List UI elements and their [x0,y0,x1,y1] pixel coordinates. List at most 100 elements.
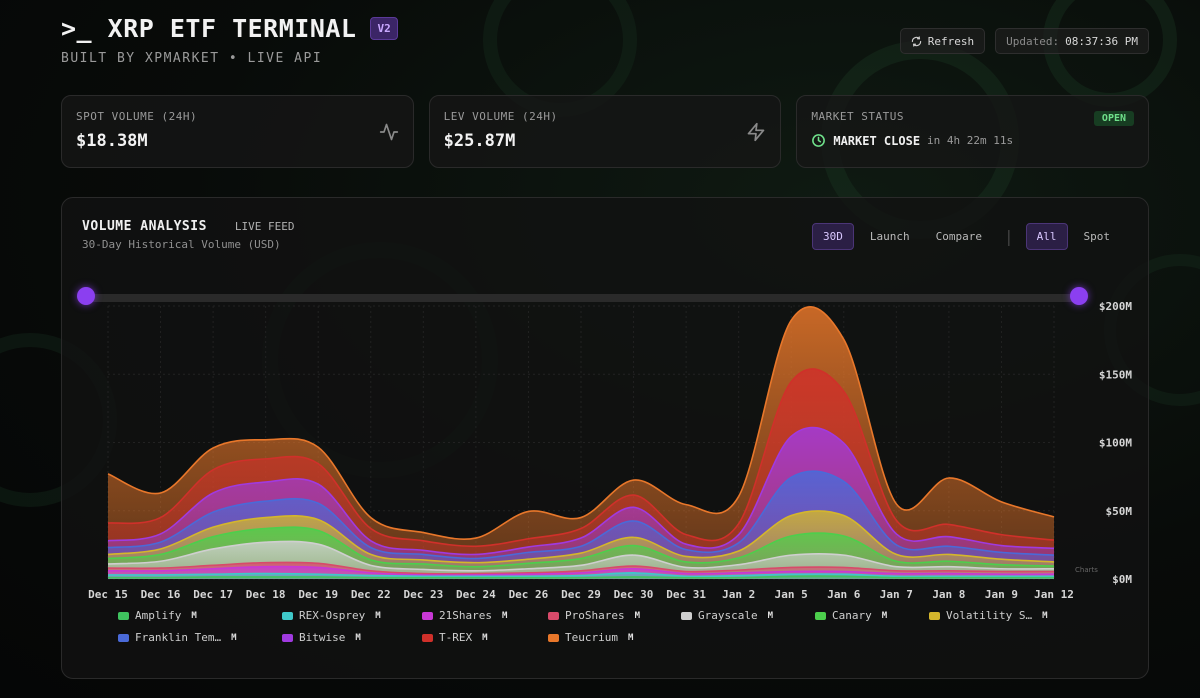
refresh-button[interactable]: Refresh [899,28,986,54]
y-tick-label: $200M [1099,300,1132,313]
updated-time: 08:37:36 PM [1065,34,1138,48]
legend-label: Bitwise [299,631,346,644]
x-tick-label: Dec 26 [509,588,549,601]
legend-unit: M [375,610,381,621]
x-tick-label: Jan 6 [827,588,860,601]
x-tick-label: Dec 23 [403,588,443,601]
legend-swatch [282,611,293,620]
volume-chart: Dec 15 Dec 16 Dec 17 Dec 18 Dec 19 Dec 22 Dec … [88,300,1133,601]
x-tick-label: Dec 31 [666,588,706,601]
spot-volume-card: SPOT VOLUME (24H) $18.38M [61,95,414,168]
legend-item-21shares[interactable]: 21Shares M [422,609,548,622]
legend-item-t-rex[interactable]: T-REX M [422,631,548,644]
app-subtitle: BUILT BY XPMARKET • LIVE API [61,51,323,66]
series-line-volatility-s- [107,510,1055,564]
legend-item-amplify[interactable]: Amplify M [118,609,282,622]
legend-swatch [815,611,826,620]
market-event: MARKET CLOSE [833,133,921,148]
legend-label: Franklin Tem… [135,631,222,644]
refresh-icon [911,35,921,47]
y-tick-label: $150M [1099,368,1132,381]
x-tick-label: Dec 15 [88,588,128,601]
range-slider-start-handle[interactable] [77,287,95,305]
legend-unit: M [482,632,488,643]
x-tick-label: Dec 30 [614,588,654,601]
x-tick-label: Jan 5 [775,588,808,601]
legend-swatch [422,633,433,642]
app-title: >_ XRP ETF TERMINAL [61,14,357,43]
legend-label: Grayscale [698,609,758,622]
updated-prefix: Updated: [1006,34,1060,48]
legend-label: Volatility S… [946,609,1033,622]
legend-unit: M [191,610,197,621]
legend-unit: M [231,632,237,643]
spot-volume-value: $18.38M [76,131,148,151]
legend-item-bitwise[interactable]: Bitwise M [282,631,422,644]
panel-title: VOLUME ANALYSIS [82,219,207,234]
header: >_ XRP ETF TERMINAL V2 BUILT BY XPMARKET… [61,14,398,66]
clock-icon [812,134,826,147]
tab-compare[interactable]: Compare [935,230,982,243]
market-status-label: MARKET STATUS [811,110,904,123]
lev-volume-label: LEV VOLUME (24H) [443,110,558,123]
x-tick-label: Jan 12 [1034,588,1074,601]
x-tick-label: Dec 29 [561,588,601,601]
legend-item-volatility-s-[interactable]: Volatility S… M [929,609,1069,622]
legend-swatch [548,611,559,620]
legend-item-teucrium[interactable]: Teucrium M [548,631,681,644]
legend-unit: M [1042,610,1048,621]
x-tick-label: Dec 16 [141,588,181,601]
x-tick-label: Dec 24 [456,588,496,601]
legend-swatch [548,633,559,642]
market-open-badge: OPEN [1093,111,1135,126]
legend-label: Teucrium [565,631,618,644]
legend-item-canary[interactable]: Canary M [815,609,929,622]
refresh-label: Refresh [927,34,975,48]
spot-volume-label: SPOT VOLUME (24H) [76,110,198,123]
live-feed-label: LIVE FEED [234,220,295,233]
stat-cards: SPOT VOLUME (24H) $18.38M LEV VOLUME (24… [61,95,1150,168]
range-tabs: 30D Launch Compare | All Spot [812,223,1120,250]
legend-item-rex-osprey[interactable]: REX-Osprey M [282,609,422,622]
activity-icon [379,123,398,141]
legend-label: T-REX [439,631,473,644]
panel-subtitle: 30-Day Historical Volume (USD) [82,238,281,251]
series-line-amplify [107,575,1054,579]
legend-label: Canary [832,609,872,622]
legend-swatch [681,611,692,620]
legend-label: Amplify [135,609,182,622]
x-tick-label: Jan 7 [880,588,913,601]
legend-swatch [422,611,433,620]
legend-label: 21Shares [439,609,492,622]
x-tick-label: Dec 19 [298,588,338,601]
zap-icon [748,122,765,142]
legend-label: REX-Osprey [299,609,366,622]
series-line-franklin-tem- [107,470,1055,560]
tab-launch[interactable]: Launch [869,230,910,243]
version-badge: V2 [370,17,398,40]
tab-separator: | [1003,227,1014,246]
lev-volume-value: $25.87M [443,131,516,151]
y-tick-label: $0M [1112,573,1132,586]
series-line-teucrium [107,306,1055,540]
tab-30d[interactable]: 30D [812,223,854,250]
lev-volume-card: LEV VOLUME (24H) $25.87M [428,95,782,168]
filter-spot[interactable]: Spot [1083,230,1111,243]
legend-unit: M [634,610,641,621]
filter-all[interactable]: All [1025,223,1068,250]
series-line-grayscale [107,540,1055,572]
charts-watermark: Charts [1075,566,1098,574]
market-countdown: in 4h 22m 11s [927,134,1014,147]
x-tick-label: Dec 18 [246,588,286,601]
range-slider-end-handle[interactable] [1070,287,1088,305]
legend-swatch [118,633,129,642]
legend-swatch [118,611,129,620]
y-tick-label: $50M [1106,505,1133,518]
legend-item-proshares[interactable]: ProShares M [548,609,681,622]
legend-item-grayscale[interactable]: Grayscale M [681,609,815,622]
range-slider-track[interactable] [86,294,1081,302]
legend-item-franklin-tem-[interactable]: Franklin Tem… M [118,631,282,644]
series-line-21shares [107,565,1055,576]
legend-unit: M [767,610,774,621]
market-status-card: MARKET STATUS OPEN MARKET CLOSE in 4h 22… [796,95,1150,168]
